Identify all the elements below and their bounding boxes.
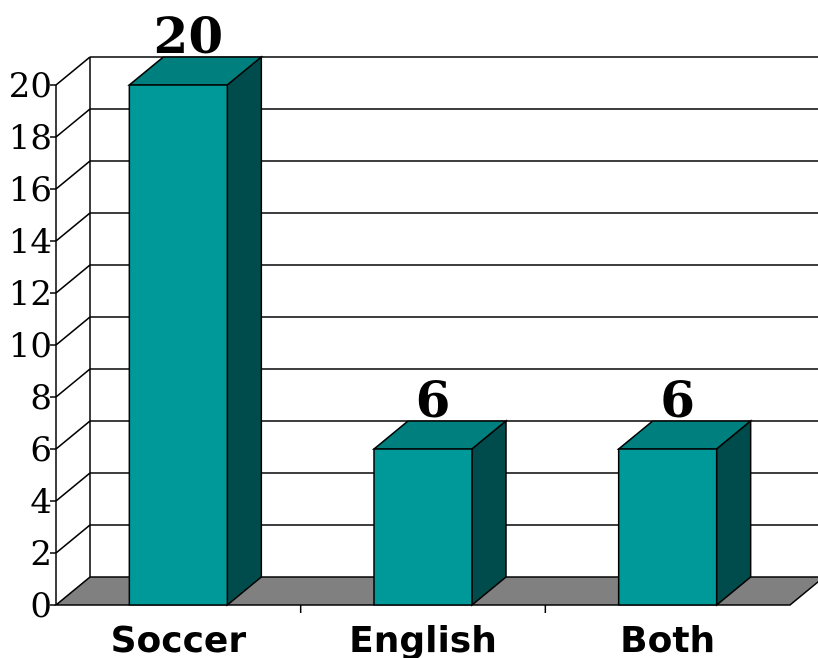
data-label: 6 [660,370,695,429]
gridline-diagonal [55,160,91,190]
y-tick-label: 12 [9,274,52,314]
gridline-diagonal [55,472,91,502]
y-tick-label: 0 [30,586,52,626]
data-labels: 206 6 [154,6,696,429]
bar-side [471,419,507,607]
data-label: 20 [154,6,224,65]
category-label: English [349,620,497,658]
category-label: Soccer [111,620,247,658]
y-tick-label: 18 [9,118,52,158]
data-label: 6 [416,370,451,429]
gridline-diagonal [55,264,91,294]
category-label: Both [620,620,715,658]
y-tick-label: 20 [9,66,52,106]
gridline-diagonal [55,212,91,242]
bar [128,84,229,606]
y-tick-label: 2 [30,534,52,574]
gridline-diagonal [55,420,91,450]
bar-side [226,55,263,607]
gridline-diagonal [55,108,91,138]
bar [617,448,718,606]
bar-side [715,419,752,607]
gridline-diagonal [55,368,91,398]
y-tick-label: 10 [9,326,52,366]
bar [373,448,473,606]
gridline-diagonal [55,316,91,346]
y-tick-label: 8 [30,378,52,418]
category-labels: Soccer English Both [111,620,716,658]
gridline-diagonal [55,524,91,554]
bars [127,55,753,607]
y-tick-label: 16 [9,170,52,210]
y-tick-label: 14 [9,222,52,262]
y-axis: 0 2 4 6 8 10 12 14 16 18 20 [9,66,547,626]
gridline-diagonal [55,56,91,86]
y-tick-label: 6 [30,430,52,470]
y-tick-label: 4 [30,482,52,522]
